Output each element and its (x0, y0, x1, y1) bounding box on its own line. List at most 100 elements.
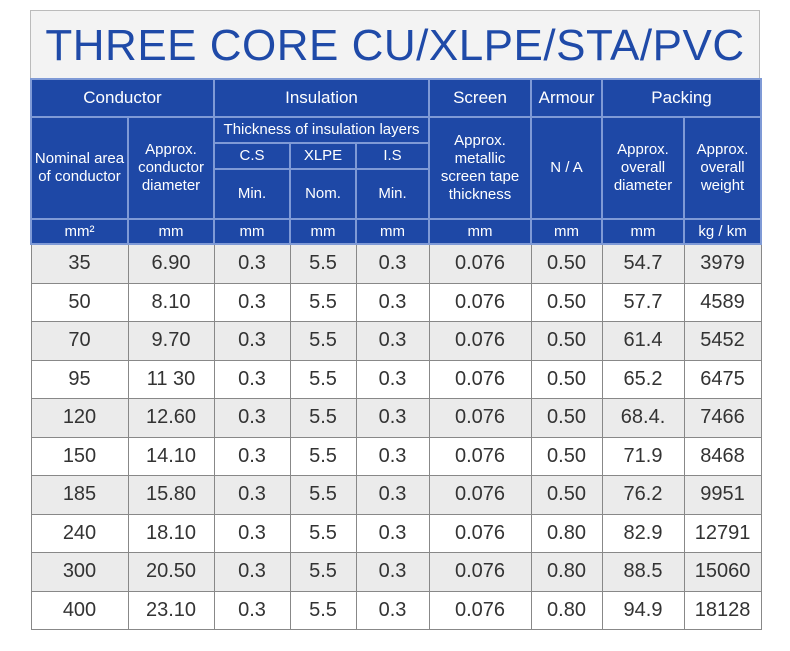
header-conductor-diameter: Approx. conductor diameter (127, 116, 215, 220)
header-is-min: Min. (354, 168, 431, 220)
table-cell: 0.50 (530, 398, 603, 438)
table-cell: 76.2 (601, 475, 685, 515)
table-cell: 70 (30, 321, 129, 361)
group-armour: Armour (530, 78, 604, 118)
table-cell: 95 (30, 359, 129, 399)
table-cell: 14.10 (127, 436, 215, 476)
table-row: 35 6.90 0.3 5.5 0.3 0.076 0.50 54.7 3979 (30, 243, 762, 284)
table-cell: 9951 (683, 475, 762, 515)
table-cell: 0.3 (355, 513, 430, 553)
table-cell: 0.076 (428, 475, 532, 515)
header-armour-na: N / A (530, 116, 604, 220)
table-cell: 0.076 (428, 552, 532, 592)
unit-cell: mm (354, 218, 431, 245)
group-insulation: Insulation (212, 78, 431, 118)
table-cell: 0.3 (213, 282, 291, 322)
table-cell: 0.80 (530, 590, 603, 630)
table-cell: 5.5 (289, 398, 357, 438)
table-cell: 18.10 (127, 513, 215, 553)
table-cell: 0.076 (428, 359, 532, 399)
header-is: I.S (354, 142, 431, 170)
table-cell: 5.5 (289, 513, 357, 553)
table-cell: 0.50 (530, 321, 603, 361)
table-cell: 150 (30, 436, 129, 476)
table-cell: 0.076 (428, 436, 532, 476)
table-cell: 50 (30, 282, 129, 322)
unit-cell: kg / km (683, 218, 763, 245)
table-cell: 400 (30, 590, 129, 630)
table-cell: 0.3 (213, 243, 291, 284)
table-cell: 65.2 (601, 359, 685, 399)
table-row: 95 11 30 0.3 5.5 0.3 0.076 0.50 65.2 6475 (30, 359, 762, 399)
table-cell: 20.50 (127, 552, 215, 592)
table-cell: 0.3 (213, 590, 291, 630)
header-screen-tape: Approx. metallic screen tape thickness (428, 116, 533, 220)
table-cell: 0.3 (213, 398, 291, 438)
header-xlpe: XLPE (289, 142, 357, 170)
group-conductor: Conductor (30, 78, 215, 118)
table-cell: 11 30 (127, 359, 215, 399)
table-cell: 0.3 (213, 321, 291, 361)
table-row: 400 23.10 0.3 5.5 0.3 0.076 0.80 94.9 18128 (30, 590, 762, 630)
table-cell: 0.3 (355, 552, 430, 592)
header-cs: C.S (213, 142, 291, 170)
table-row: 240 18.10 0.3 5.5 0.3 0.076 0.80 82.9 12791 (30, 513, 762, 553)
header-cs-min: Min. (213, 168, 291, 220)
table-cell: 185 (30, 475, 129, 515)
table-cell: 300 (30, 552, 129, 592)
table-cell: 0.3 (355, 282, 430, 322)
table-cell: 5.5 (289, 243, 357, 284)
table-cell: 15.80 (127, 475, 215, 515)
table-cell: 54.7 (601, 243, 685, 284)
table-cell: 0.076 (428, 398, 532, 438)
table-cell: 18128 (683, 590, 762, 630)
table-cell: 68.4. (601, 398, 685, 438)
table-row: 300 20.50 0.3 5.5 0.3 0.076 0.80 88.5 15060 (30, 552, 762, 592)
table-cell: 0.076 (428, 282, 532, 322)
table-cell: 240 (30, 513, 129, 553)
table-cell: 5452 (683, 321, 762, 361)
table-cell: 5.5 (289, 282, 357, 322)
table-cell: 0.3 (355, 321, 430, 361)
unit-cell: mm (530, 218, 604, 245)
table-row: 50 8.10 0.3 5.5 0.3 0.076 0.50 57.7 4589 (30, 282, 762, 322)
table-cell: 7466 (683, 398, 762, 438)
unit-cell: mm (127, 218, 215, 245)
table-cell: 0.3 (213, 513, 291, 553)
header-nominal-area: Nominal area of conductor (30, 116, 129, 220)
unit-cell: mm² (30, 218, 129, 245)
table-cell: 8.10 (127, 282, 215, 322)
table-cell: 5.5 (289, 552, 357, 592)
unit-cell: mm (289, 218, 357, 245)
table-cell: 5.5 (289, 590, 357, 630)
table-cell: 0.3 (355, 436, 430, 476)
table-title: THREE CORE CU/XLPE/STA/PVC (30, 10, 760, 78)
table-cell: 3979 (683, 243, 762, 284)
spec-table: Conductor Insulation Screen Armour Packi… (30, 78, 763, 630)
table-cell: 94.9 (601, 590, 685, 630)
table-cell: 0.3 (355, 243, 430, 284)
table-cell: 0.076 (428, 243, 532, 284)
table-cell: 5.5 (289, 475, 357, 515)
table-cell: 4589 (683, 282, 762, 322)
table-cell: 88.5 (601, 552, 685, 592)
units-row: mm² mm mm mm mm mm mm mm kg / km (30, 218, 763, 245)
table-cell: 5.5 (289, 321, 357, 361)
table-cell: 0.3 (213, 359, 291, 399)
group-screen: Screen (428, 78, 533, 118)
table-row: 150 14.10 0.3 5.5 0.3 0.076 0.50 71.9 8468 (30, 436, 762, 476)
table-row: 70 9.70 0.3 5.5 0.3 0.076 0.50 61.4 5452 (30, 321, 762, 361)
table-cell: 0.50 (530, 475, 603, 515)
table-cell: 0.3 (213, 475, 291, 515)
header-overall-diameter: Approx. overall diameter (601, 116, 686, 220)
table-cell: 0.80 (530, 552, 603, 592)
header-xlpe-nom: Nom. (289, 168, 357, 220)
table-cell: 6.90 (127, 243, 215, 284)
table-cell: 0.076 (428, 321, 532, 361)
table-cell: 57.7 (601, 282, 685, 322)
table-cell: 61.4 (601, 321, 685, 361)
table-cell: 0.3 (213, 552, 291, 592)
table-cell: 0.076 (428, 590, 532, 630)
unit-cell: mm (601, 218, 686, 245)
table-cell: 0.50 (530, 282, 603, 322)
